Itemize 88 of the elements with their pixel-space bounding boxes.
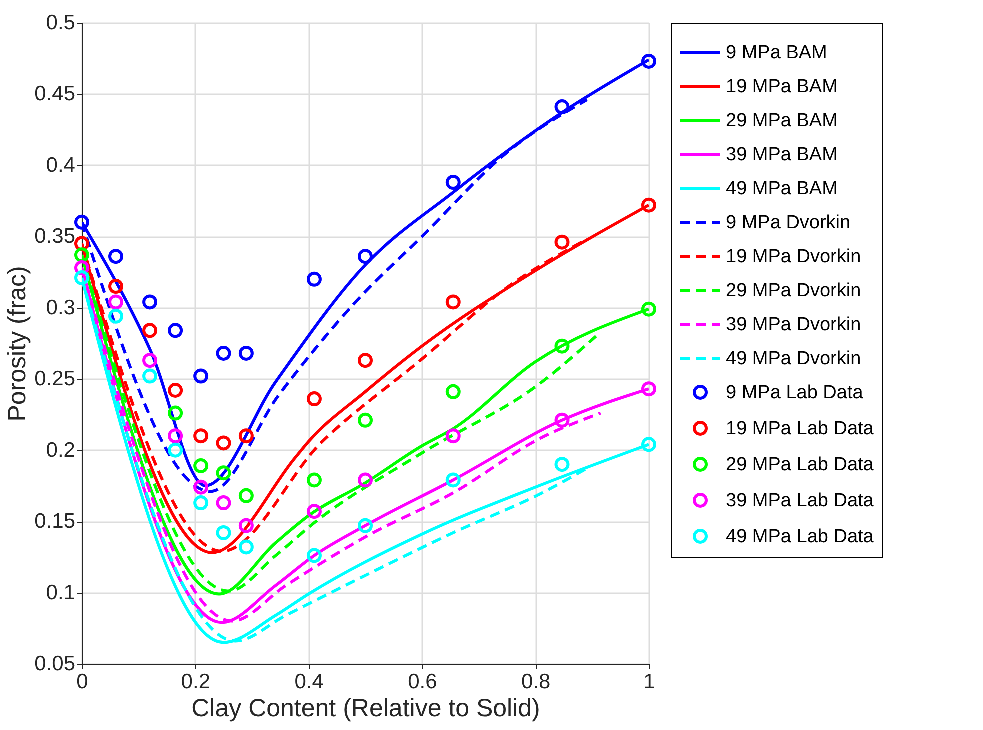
y-tick-label: 0.15 (34, 510, 76, 534)
point (358, 472, 373, 488)
point (238, 346, 254, 361)
x-axis-title: Clay Content (Relative to Solid) (192, 694, 540, 722)
point (306, 504, 322, 520)
point (168, 323, 184, 338)
point (108, 279, 124, 294)
legend-label: 29 MPa Dvorkin (726, 280, 862, 302)
point (216, 525, 232, 540)
x-tick-label: 0.6 (408, 670, 438, 694)
x-tick-label: 0.4 (294, 670, 324, 694)
point (168, 428, 184, 444)
point (358, 353, 373, 368)
point (446, 294, 461, 310)
point (238, 540, 254, 555)
point (238, 488, 254, 504)
y-tick-label: 0.3 (46, 296, 76, 320)
point (446, 428, 461, 444)
y-tick-label: 0.45 (34, 82, 76, 106)
y-tick-label: 0.4 (46, 154, 76, 177)
point (168, 442, 184, 458)
y-tick-label: 0.5 (46, 12, 76, 34)
point (446, 384, 461, 400)
point (194, 480, 209, 495)
point (142, 323, 158, 338)
point (554, 100, 570, 115)
point (74, 214, 90, 230)
legend-label: 39 MPa Lab Data (726, 490, 874, 512)
point (216, 346, 232, 361)
point (194, 458, 209, 474)
point (446, 175, 461, 190)
point (358, 518, 373, 534)
legend-label: 39 MPa Dvorkin (726, 314, 862, 336)
point (358, 249, 373, 264)
point (642, 382, 656, 397)
point (108, 308, 124, 324)
y-tick-label: 0.2 (46, 438, 76, 462)
legend-label: 19 MPa Dvorkin (726, 246, 862, 268)
point (554, 234, 570, 250)
legend-label: 49 MPa Dvorkin (726, 348, 862, 370)
legend-label: 9 MPa BAM (726, 42, 828, 64)
legend-label: 9 MPa Lab Data (726, 382, 864, 404)
point (108, 294, 124, 310)
x-tick-label: 0.2 (181, 670, 210, 694)
point (446, 472, 461, 488)
point (306, 548, 322, 564)
point (194, 428, 209, 444)
point (216, 436, 232, 451)
point (168, 406, 184, 421)
y-axis-title: Porosity (frac) (4, 266, 32, 422)
point (358, 412, 373, 428)
legend-label: 9 MPa Dvorkin (726, 212, 851, 234)
point (142, 368, 158, 384)
point (642, 437, 656, 452)
point (142, 353, 158, 368)
point (238, 518, 254, 534)
x-tick-label: 0 (76, 670, 88, 694)
point (216, 496, 232, 511)
point (194, 496, 209, 511)
y-tick-label: 0.25 (34, 368, 76, 391)
point (238, 428, 254, 444)
point (216, 466, 232, 481)
legend-label: 49 MPa Lab Data (726, 526, 874, 548)
legend-label: 49 MPa BAM (726, 178, 838, 200)
legend-label: 29 MPa BAM (726, 110, 838, 132)
y-tick-label: 0.05 (34, 652, 76, 676)
y-tick-label: 0.1 (46, 581, 76, 604)
point (142, 294, 158, 310)
point (642, 302, 656, 317)
point (306, 472, 322, 488)
point (306, 272, 322, 287)
point (306, 392, 322, 407)
point (642, 198, 656, 213)
x-tick-label: 0.8 (522, 670, 551, 694)
point (168, 383, 184, 398)
point (554, 457, 570, 472)
point (194, 368, 209, 384)
point (554, 412, 570, 428)
legend-label: 19 MPa BAM (726, 76, 838, 98)
y-tick-label: 0.35 (34, 225, 76, 248)
legend-label: 39 MPa BAM (726, 144, 838, 166)
point (108, 249, 124, 264)
point (554, 338, 570, 354)
x-tick-label: 1 (644, 670, 656, 694)
point (74, 270, 90, 286)
legend-label: 19 MPa Lab Data (726, 418, 874, 440)
legend-label: 29 MPa Lab Data (726, 454, 874, 476)
point (642, 54, 656, 69)
